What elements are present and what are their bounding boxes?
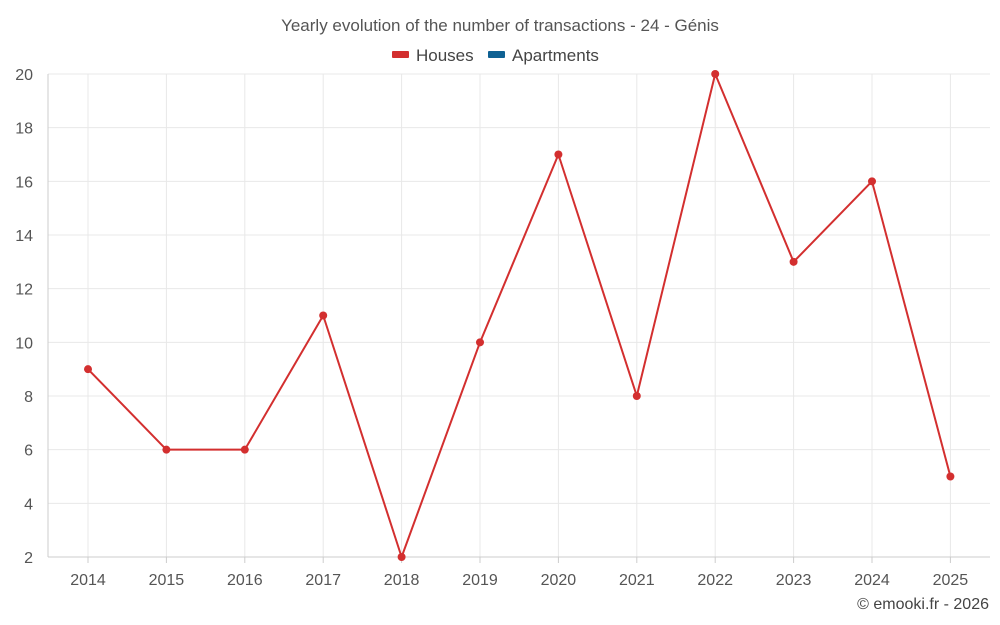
data-point-houses[interactable] bbox=[554, 150, 563, 159]
y-tick-label: 8 bbox=[24, 389, 33, 406]
y-tick-label: 18 bbox=[15, 121, 33, 138]
x-tick-label: 2023 bbox=[776, 572, 812, 589]
x-tick-label: 2018 bbox=[384, 572, 420, 589]
x-tick-label: 2019 bbox=[462, 572, 498, 589]
data-point-houses[interactable] bbox=[868, 177, 876, 186]
data-point-houses[interactable] bbox=[240, 445, 249, 454]
y-tick-label: 20 bbox=[15, 67, 33, 84]
data-point-houses[interactable] bbox=[397, 553, 406, 561]
x-tick-label: 2014 bbox=[70, 572, 106, 589]
y-tick-label: 16 bbox=[15, 174, 33, 191]
y-tick-label: 6 bbox=[24, 443, 33, 460]
data-point-houses[interactable] bbox=[946, 472, 955, 481]
x-tick-label: 2024 bbox=[854, 572, 890, 589]
axes: 2 4 6 8 10 12 14 16 18 20 2014 2015 2016 2017 2018 2019… bbox=[15, 67, 990, 589]
series-line-houses bbox=[87, 73, 952, 558]
x-tick-label: 2020 bbox=[541, 572, 577, 589]
x-tick-label: 2025 bbox=[933, 572, 969, 589]
x-tick-label: 2022 bbox=[697, 572, 733, 589]
legend: Houses Apartments bbox=[392, 46, 599, 65]
x-tick-label: 2017 bbox=[305, 572, 341, 589]
credit-text: © emooki.fr - 2026 bbox=[857, 596, 989, 613]
grid bbox=[48, 73, 990, 557]
legend-label-apartments: Apartments bbox=[512, 46, 599, 65]
x-tick-label: 2016 bbox=[227, 572, 263, 589]
x-tick-label: 2015 bbox=[149, 572, 185, 589]
y-tick-label: 14 bbox=[15, 228, 33, 245]
data-point-houses[interactable] bbox=[632, 392, 641, 400]
y-tick-label: 2 bbox=[24, 550, 33, 567]
x-tick-label: 2021 bbox=[619, 572, 655, 589]
chart-title: Yearly evolution of the number of transa… bbox=[281, 16, 719, 35]
legend-label-houses: Houses bbox=[416, 46, 474, 65]
data-point-houses[interactable] bbox=[319, 311, 328, 320]
series-layer bbox=[84, 70, 955, 561]
y-tick-label: 12 bbox=[15, 282, 33, 299]
data-point-houses[interactable] bbox=[84, 365, 92, 374]
y-tick-label: 4 bbox=[24, 496, 33, 513]
legend-item-houses[interactable]: Houses bbox=[392, 46, 474, 65]
y-tick-label: 10 bbox=[15, 335, 33, 352]
legend-item-apartments[interactable]: Apartments bbox=[488, 46, 599, 65]
data-point-houses[interactable] bbox=[789, 257, 798, 266]
legend-swatch-houses bbox=[392, 51, 409, 58]
data-point-houses[interactable] bbox=[476, 338, 484, 347]
data-point-houses[interactable] bbox=[711, 70, 720, 78]
legend-swatch-apartments bbox=[488, 51, 505, 58]
data-point-houses[interactable] bbox=[162, 445, 171, 454]
